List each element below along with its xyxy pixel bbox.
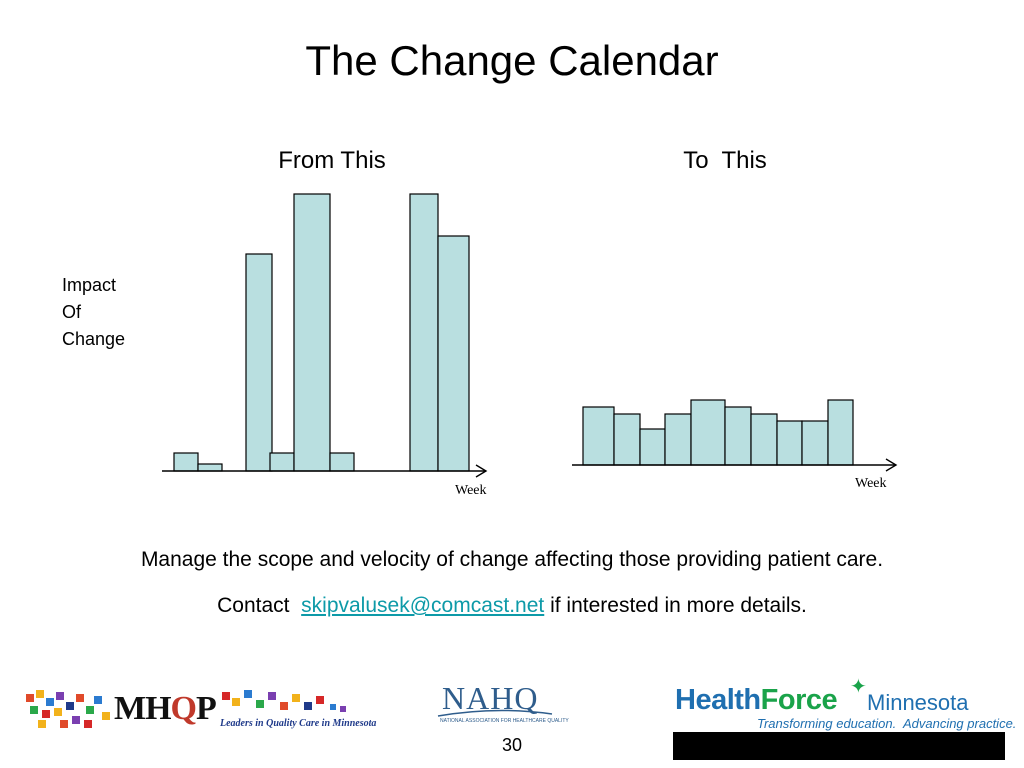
left-chart: Week [162, 193, 488, 498]
healthforce-wordmark: HealthForce [675, 684, 838, 716]
y-axis-label-line: Impact [62, 275, 117, 295]
chart-bar [613, 413, 641, 466]
x-axis-label: Week [855, 476, 887, 491]
x-axis-label: Week [455, 483, 487, 498]
healthforce-black-band [673, 732, 1005, 760]
chart-bar [827, 399, 854, 466]
chart-bar [329, 452, 355, 472]
left-chart-subtitle: From This [278, 147, 386, 174]
nahq-logo: NAHQ NATIONAL ASSOCIATION FOR HEALTHCARE… [436, 680, 569, 728]
axis-arrow-icon [885, 458, 898, 472]
chart-bar [582, 406, 615, 466]
contact-suffix: if interested in more details. [550, 594, 807, 617]
contact-line: Contact skipvalusek@comcast.net if inter… [0, 592, 1024, 620]
charts-canvas: Week Week [162, 193, 898, 498]
chart-bar [409, 193, 439, 472]
slide-title: The Change Calendar [305, 37, 719, 84]
nahq-subtitle: NATIONAL ASSOCIATION FOR HEALTHCARE QUAL… [440, 718, 569, 724]
healthforce-logo: HealthForce ✦ Minnesota Transforming edu… [673, 676, 1016, 760]
y-axis-label-line: Change [62, 329, 126, 349]
nahq-swoosh-icon [437, 709, 553, 717]
right-chart-subtitle: To This [683, 147, 767, 174]
y-axis-label: Impact Of Change [62, 272, 152, 353]
chart-bar [724, 406, 752, 466]
chart-bar [269, 452, 295, 472]
contact-prefix: Contact [217, 594, 290, 617]
chart-bar [293, 193, 331, 472]
chart-bar [690, 399, 726, 466]
chart-bar [437, 235, 470, 472]
healthforce-state: Minnesota [867, 690, 969, 715]
chart-bar [750, 413, 778, 466]
axis-arrow-icon [475, 464, 488, 478]
chart-bar [801, 420, 829, 466]
mhqp-mosaic-right-icon [222, 690, 346, 712]
contact-email-link[interactable]: skipvalusek@comcast.net [301, 594, 545, 617]
mhqp-logo: MHQP Leaders in Quality Care in Minnesot… [24, 688, 414, 734]
chart-bar [173, 452, 199, 472]
page-number: 30 [501, 735, 523, 755]
chart-bar [776, 420, 803, 466]
plus-icon: ✦ [850, 676, 867, 698]
chart-bar [245, 253, 273, 472]
mhqp-mosaic-left-icon [26, 690, 110, 728]
mhqp-tagline: Leaders in Quality Care in Minnesota [220, 718, 377, 729]
mhqp-wordmark: MHQP [114, 690, 217, 727]
nahq-wordmark: NAHQ [442, 680, 539, 716]
manage-statement: Manage the scope and velocity of change … [140, 548, 884, 571]
chart-bar [664, 413, 692, 466]
healthforce-tagline: Transforming education. Advancing practi… [757, 716, 1017, 731]
chart-bar [197, 463, 223, 472]
right-chart: Week [572, 399, 898, 491]
chart-bar [639, 428, 666, 466]
y-axis-label-line: Of [62, 302, 82, 322]
